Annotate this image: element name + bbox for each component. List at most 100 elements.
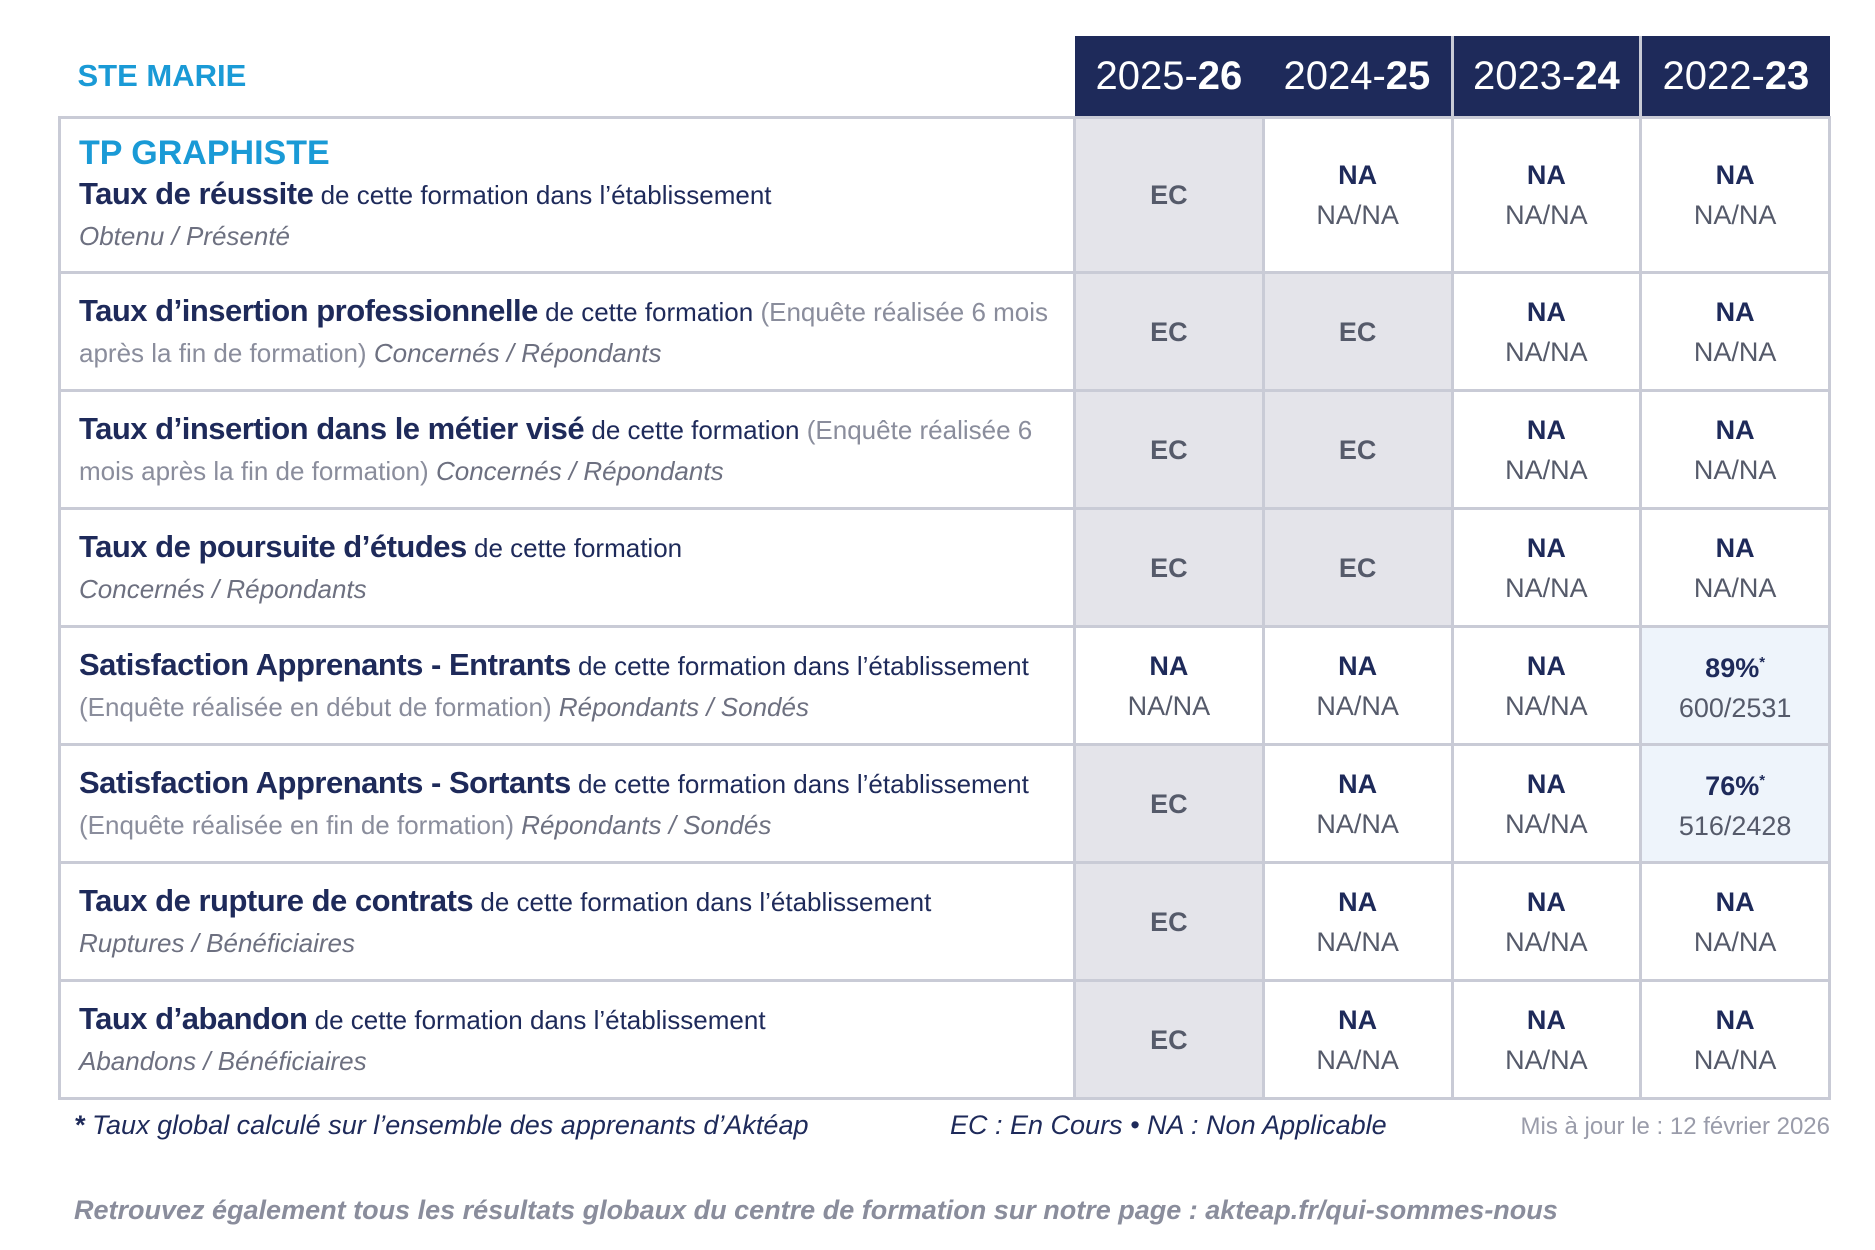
result-ratio: NA/NA [1505,454,1588,485]
result-cell: NA NA/NA [1073,625,1265,746]
result-ratio: 600/2531 [1678,693,1792,723]
result-number: NA [1526,1004,1566,1035]
result-ratio: NA/NA [1316,1044,1399,1075]
result-value: NA [1454,764,1640,804]
result-ratio: NA/NA [1316,926,1399,957]
result-cell: EC [1073,116,1265,274]
result-value: NA [1642,882,1828,922]
header-row: STE MARIE 2025-26 2024-25 2023-24 2022-23 [59,36,1830,119]
result-ratio: NA/NA [1505,572,1588,603]
footer-link[interactable]: Retrouvez également tous les résultats g… [74,1195,1558,1225]
result-cell: 89%* 600/2531 [1639,625,1831,746]
year-header: 2024-25 [1263,36,1452,119]
result-cell: EC [1261,271,1454,392]
result-number: 89% [1705,653,1760,683]
result-cell: NA NA/NA [1450,979,1643,1100]
result-number: NA [1526,532,1566,563]
year-start: 2025- [1095,53,1198,98]
status: EC [1150,434,1188,465]
result-cell: EC [1073,979,1265,1100]
year-end: 25 [1385,53,1431,98]
survey-note: (Enquête réalisée en fin de formation) [79,809,515,840]
indicator-description: Taux d’abandon de cette formation dans l… [58,979,1076,1100]
result-cell: EC [1073,743,1265,864]
result-cell: 76%* 516/2428 [1639,743,1831,864]
result-cell: EC [1073,389,1265,510]
result-number: NA [1526,160,1566,190]
result-ratio: NA/NA [1505,200,1588,230]
year-end: 24 [1575,53,1620,98]
indicator-row: Taux d’abandon de cette formation dans l… [58,979,1831,1100]
result-number: NA [1715,532,1755,563]
update-date: Mis à jour le : 12 février 2026 [1520,1113,1830,1140]
result-ratio: NA/NA [1316,200,1399,230]
indicator-row: Taux d’insertion professionnelle de cett… [58,271,1831,392]
status: EC [1338,552,1377,583]
indicator-row: Taux de rupture de contrats de cette for… [58,861,1831,982]
result-value: NA [1454,882,1640,922]
result-cell: NA NA/NA [1450,861,1643,982]
result-cell: NA NA/NA [1450,271,1643,392]
result-value: NA [1642,1000,1828,1040]
result-number: NA [1526,768,1566,799]
result-cell: EC [1073,507,1265,628]
result-cell: NA NA/NA [1261,625,1454,746]
result-value: NA [1454,292,1640,332]
status: EC [1150,316,1188,347]
result-value: NA [1642,528,1828,568]
indicator-label: Taux d’abandon [79,1000,308,1036]
result-cell: EC [1073,861,1265,982]
year-start: 2022- [1662,53,1765,98]
result-number: NA [1338,886,1378,917]
result-value: NA [1454,1000,1640,1040]
indicator-row: Taux de poursuite d’études de cette form… [58,507,1831,628]
result-value: 89%* [1642,643,1828,688]
result-cell: NA NA/NA [1450,389,1643,510]
indicator-text: de cette formation [591,414,800,445]
result-cell: NA NA/NA [1639,507,1831,628]
status: EC [1338,434,1377,465]
status: EC [1338,316,1377,347]
result-cell: NA NA/NA [1450,625,1643,746]
indicator-label: Taux de réussite [79,176,314,211]
indicator-description: TP GRAPHISTE Taux de réussite de cette fo… [58,116,1076,274]
legend-na: NA : Non Applicable [1147,1110,1387,1140]
indicator-text: de cette formation dans l’établissement [480,886,932,917]
year-start: 2023- [1472,53,1576,98]
survey-note: (Enquête réalisée en début de formation) [79,691,552,722]
result-number: NA [1715,296,1755,327]
result-value: NA [1454,528,1640,568]
footnote: * Taux global calculé sur l’ensemble des… [74,1110,808,1141]
result-number: NA [1338,650,1378,681]
indicator-label: Taux de poursuite d’études [79,528,467,564]
result-cell: NA NA/NA [1450,507,1643,628]
indicator-label: Satisfaction Apprenants - Entrants [79,646,571,682]
indicator-row: Satisfaction Apprenants - Entrants de ce… [58,625,1831,746]
result-number: NA [1526,296,1566,327]
result-value: NA [1642,410,1828,450]
indicator-units: Abandons / Bénéficiaires [79,1045,367,1076]
result-cell: EC [1261,389,1454,510]
indicator-description: Satisfaction Apprenants - Sortants de ce… [58,743,1076,864]
result-value: NA [1076,646,1262,686]
result-ratio: NA/NA [1693,454,1777,485]
survey-note: (Enquête réalisée 6 mois après la fin de… [79,414,1033,486]
status: EC [1150,788,1188,819]
indicator-text: de cette formation [474,532,683,563]
indicator-text: de cette formation dans l’établissement [320,180,772,210]
result-number: NA [1338,160,1378,190]
indicator-units: Concernés / Répondants [435,455,724,486]
indicator-units: Concernés / Répondants [79,573,367,604]
indicator-description: Taux d’insertion professionnelle de cett… [58,271,1076,392]
year-end: 26 [1197,53,1243,98]
result-ratio: NA/NA [1505,926,1588,957]
indicator-units: Répondants / Sondés [558,691,809,722]
year-start: 2024- [1283,53,1386,98]
status: EC [1150,1024,1188,1055]
result-cell: NA NA/NA [1261,861,1454,982]
footnote-mark: * [74,1110,85,1140]
indicator-description: Taux d’insertion dans le métier visé de … [58,389,1076,510]
result-ratio: NA/NA [1693,1044,1777,1075]
indicator-text: de cette formation dans l’établissement [577,768,1029,799]
